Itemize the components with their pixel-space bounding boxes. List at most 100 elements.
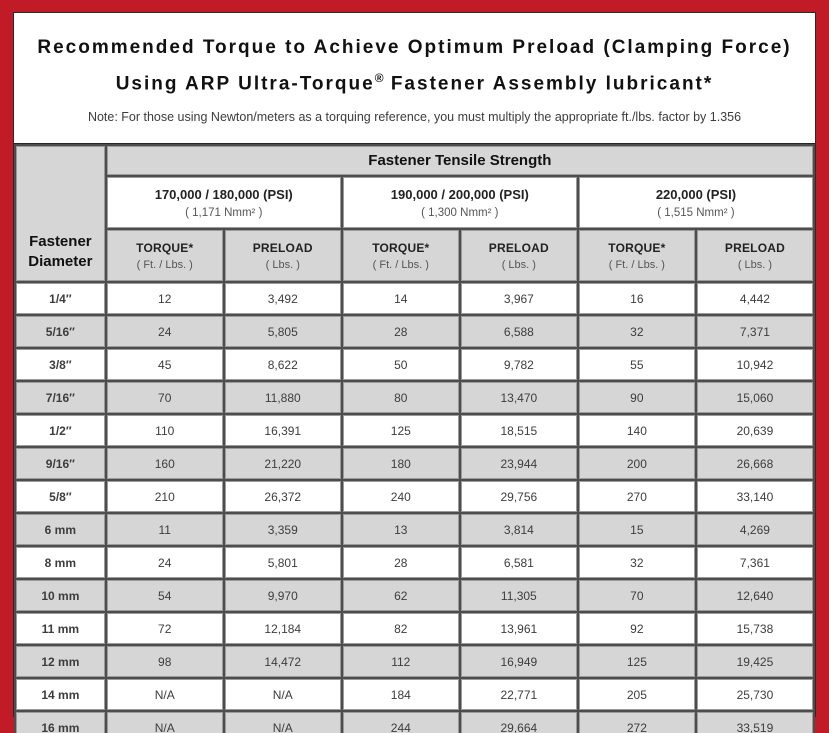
page-title-line2-pre: Using ARP Ultra-Torque bbox=[115, 73, 375, 95]
title-block: Recommended Torque to Achieve Optimum Pr… bbox=[14, 13, 815, 143]
table-row: 16 mm N/A N/A 244 29,664 272 33,519 bbox=[16, 712, 813, 733]
preload-cell: 5,801 bbox=[224, 547, 341, 578]
preload-cell: 33,519 bbox=[696, 712, 813, 733]
fastener-diameter-cell: 11 mm bbox=[16, 613, 105, 644]
torque-column-header-1: TORQUE* ( Ft. / Lbs. ) bbox=[106, 230, 223, 281]
fastener-diameter-cell: 1/2″ bbox=[16, 415, 105, 446]
fastener-diameter-header-line1: Fastener bbox=[29, 233, 92, 250]
torque-unit: ( Ft. / Lbs. ) bbox=[372, 258, 429, 271]
psi-group-190-200-nmm: ( 1,300 Nmm² ) bbox=[421, 206, 499, 219]
torque-cell: 70 bbox=[106, 382, 223, 413]
fastener-diameter-cell: 10 mm bbox=[16, 580, 105, 611]
torque-cell: 15 bbox=[578, 514, 695, 545]
fastener-diameter-cell: 16 mm bbox=[16, 712, 105, 733]
fastener-diameter-cell: 12 mm bbox=[16, 646, 105, 677]
fastener-diameter-cell: 8 mm bbox=[16, 547, 105, 578]
table-row: 1/4″ 12 3,492 14 3,967 16 4,442 bbox=[16, 283, 813, 314]
preload-cell: 25,730 bbox=[696, 679, 813, 710]
preload-cell: 15,738 bbox=[696, 613, 813, 644]
table-body: 1/4″ 12 3,492 14 3,967 16 4,442 5/16″ 24 5,805 28 6… bbox=[16, 283, 813, 733]
torque-cell: 50 bbox=[342, 349, 459, 380]
table-row: 6 mm 11 3,359 13 3,814 15 4,269 bbox=[16, 514, 813, 545]
torque-cell: N/A bbox=[106, 679, 223, 710]
page-title-line2-post: Fastener Assembly lubricant* bbox=[383, 73, 714, 95]
torque-cell: 24 bbox=[106, 547, 223, 578]
preload-column-header-3: PRELOAD ( Lbs. ) bbox=[696, 230, 813, 281]
tensile-strength-header-row: Fastener Diameter Fastener Tensile Stren… bbox=[16, 146, 813, 281]
torque-cell: 90 bbox=[578, 382, 695, 413]
table-header: Fastener Diameter Fastener Tensile Stren… bbox=[16, 146, 813, 281]
preload-cell: 20,639 bbox=[696, 415, 813, 446]
preload-column-header-1: PRELOAD ( Lbs. ) bbox=[224, 230, 341, 281]
fastener-diameter-cell: 6 mm bbox=[16, 514, 105, 545]
torque-column-header-2: TORQUE* ( Ft. / Lbs. ) bbox=[342, 230, 459, 281]
table-row: 5/16″ 24 5,805 28 6,588 32 7,371 bbox=[16, 316, 813, 347]
torque-cell: 200 bbox=[578, 448, 695, 479]
fastener-diameter-cell: 5/8″ bbox=[16, 481, 105, 512]
torque-cell: 54 bbox=[106, 580, 223, 611]
torque-cell: 92 bbox=[578, 613, 695, 644]
table-row: 12 mm 98 14,472 112 16,949 125 19,425 bbox=[16, 646, 813, 677]
table-row: 10 mm 54 9,970 62 11,305 70 12,640 bbox=[16, 580, 813, 611]
torque-cell: 110 bbox=[106, 415, 223, 446]
preload-unit: ( Lbs. ) bbox=[737, 258, 773, 271]
table-row: 11 mm 72 12,184 82 13,961 92 15,738 bbox=[16, 613, 813, 644]
preload-cell: 11,880 bbox=[224, 382, 341, 413]
fastener-diameter-cell: 3/8″ bbox=[16, 349, 105, 380]
preload-cell: 22,771 bbox=[460, 679, 577, 710]
preload-cell: 12,184 bbox=[224, 613, 341, 644]
torque-unit: ( Ft. / Lbs. ) bbox=[136, 258, 193, 271]
psi-group-220: 220,000 (PSI) ( 1,515 Nmm² ) bbox=[578, 177, 813, 228]
preload-cell: 12,640 bbox=[696, 580, 813, 611]
torque-label: TORQUE* bbox=[136, 240, 194, 255]
torque-cell: 24 bbox=[106, 316, 223, 347]
table-row: 9/16″ 160 21,220 180 23,944 200 26,668 bbox=[16, 448, 813, 479]
preload-cell: 11,305 bbox=[460, 580, 577, 611]
torque-cell: 28 bbox=[342, 316, 459, 347]
torque-cell: 16 bbox=[578, 283, 695, 314]
preload-cell: 21,220 bbox=[224, 448, 341, 479]
preload-cell: 9,782 bbox=[460, 349, 577, 380]
preload-unit: ( Lbs. ) bbox=[501, 258, 536, 271]
preload-cell: 8,622 bbox=[224, 349, 341, 380]
conversion-note: Note: For those using Newton/meters as a… bbox=[87, 110, 742, 125]
preload-cell: 19,425 bbox=[696, 646, 813, 677]
fastener-tensile-strength-header: Fastener Tensile Strength bbox=[106, 146, 813, 175]
preload-cell: 13,470 bbox=[460, 382, 577, 413]
preload-column-header-2: PRELOAD ( Lbs. ) bbox=[460, 230, 577, 281]
preload-cell: 15,060 bbox=[696, 382, 813, 413]
table-row: 5/8″ 210 26,372 240 29,756 270 33,140 bbox=[16, 481, 813, 512]
torque-cell: 205 bbox=[578, 679, 695, 710]
torque-cell: 70 bbox=[578, 580, 695, 611]
psi-group-190-200-label: 190,000 / 200,000 (PSI) bbox=[390, 186, 529, 202]
torque-cell: N/A bbox=[106, 712, 223, 733]
preload-cell: 26,372 bbox=[224, 481, 341, 512]
preload-cell: 6,588 bbox=[460, 316, 577, 347]
preload-cell: 29,664 bbox=[460, 712, 577, 733]
preload-cell: 16,391 bbox=[224, 415, 341, 446]
preload-cell: 4,269 bbox=[696, 514, 813, 545]
psi-group-header-row: 170,000 / 180,000 (PSI) ( 1,171 Nmm² ) 1… bbox=[16, 177, 813, 228]
preload-cell: 16,949 bbox=[460, 646, 577, 677]
page-title-line2: Using ARP Ultra-Torque® Fastener Assembl… bbox=[14, 63, 815, 99]
preload-cell: 33,140 bbox=[696, 481, 813, 512]
preload-unit: ( Lbs. ) bbox=[265, 258, 300, 271]
torque-cell: 98 bbox=[106, 646, 223, 677]
preload-cell: 3,814 bbox=[460, 514, 577, 545]
psi-group-170-180-nmm: ( 1,171 Nmm² ) bbox=[185, 206, 263, 219]
preload-cell: 18,515 bbox=[460, 415, 577, 446]
preload-cell: 26,668 bbox=[696, 448, 813, 479]
torque-cell: 55 bbox=[578, 349, 695, 380]
torque-cell: 180 bbox=[342, 448, 459, 479]
preload-cell: 23,944 bbox=[460, 448, 577, 479]
fastener-diameter-cell: 5/16″ bbox=[16, 316, 105, 347]
page-title-line1: Recommended Torque to Achieve Optimum Pr… bbox=[37, 37, 792, 58]
torque-cell: 184 bbox=[342, 679, 459, 710]
torque-cell: 270 bbox=[578, 481, 695, 512]
fastener-diameter-cell: 1/4″ bbox=[16, 283, 105, 314]
preload-cell: 9,970 bbox=[224, 580, 341, 611]
preload-cell: 4,442 bbox=[696, 283, 813, 314]
preload-cell: N/A bbox=[224, 712, 341, 733]
fastener-diameter-header-line2: Diameter bbox=[28, 253, 93, 270]
